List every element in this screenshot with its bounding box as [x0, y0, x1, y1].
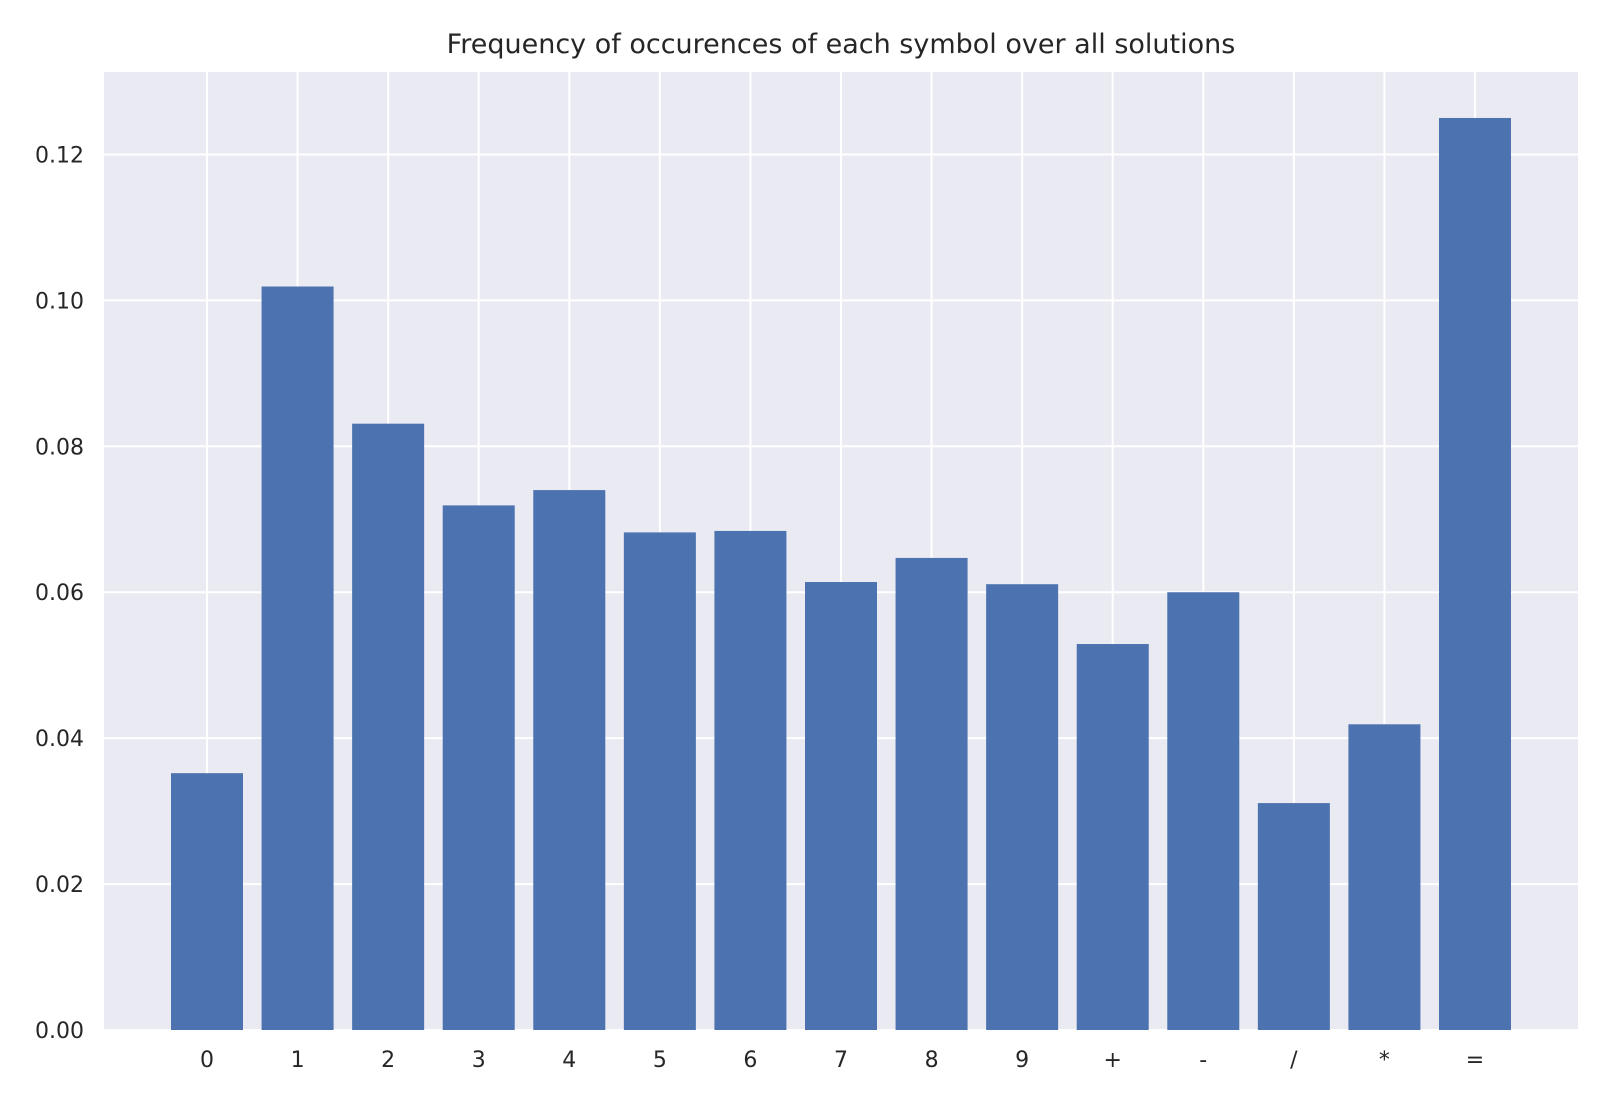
bar-12 — [1257, 803, 1330, 1030]
y-tick-label: 0.10 — [35, 289, 84, 314]
bar-5 — [623, 532, 696, 1030]
bar-13 — [1348, 724, 1421, 1030]
y-axis-tick-labels: 0.00 0.02 0.04 0.06 0.08 0.10 0.12 — [35, 143, 84, 1044]
bar-4 — [533, 490, 606, 1030]
x-tick-label: 7 — [834, 1048, 848, 1073]
x-axis-tick-labels: 0 1 2 3 4 5 6 7 8 9 + - / * = — [200, 1048, 1484, 1073]
y-tick-label: 0.12 — [35, 143, 84, 168]
y-tick-label: 0.06 — [35, 581, 84, 606]
bar-1 — [261, 286, 334, 1031]
x-tick-label: + — [1103, 1048, 1121, 1073]
x-tick-label: 5 — [653, 1048, 667, 1073]
x-tick-label: - — [1199, 1048, 1207, 1073]
x-tick-label: 4 — [562, 1048, 576, 1073]
x-tick-label: / — [1290, 1048, 1298, 1073]
x-tick-label: 3 — [472, 1048, 486, 1073]
chart-title: Frequency of occurences of each symbol o… — [447, 29, 1236, 60]
bars — [171, 117, 1511, 1031]
x-tick-label: 9 — [1015, 1048, 1029, 1073]
x-tick-label: * — [1379, 1048, 1390, 1073]
x-tick-label: 8 — [925, 1048, 939, 1073]
x-tick-label: = — [1466, 1048, 1484, 1073]
y-tick-label: 0.02 — [35, 873, 84, 898]
bar-8 — [895, 557, 968, 1030]
y-tick-label: 0.00 — [35, 1019, 84, 1044]
bar-6 — [714, 530, 787, 1030]
bar-2 — [352, 423, 425, 1030]
bar-14 — [1439, 117, 1511, 1030]
x-tick-label: 1 — [291, 1048, 305, 1073]
bar-3 — [442, 505, 515, 1030]
x-tick-label: 0 — [200, 1048, 214, 1073]
bar-11 — [1167, 592, 1240, 1030]
x-tick-label: 2 — [381, 1048, 395, 1073]
bar-10 — [1076, 644, 1149, 1030]
bar-7 — [805, 582, 877, 1030]
x-tick-label: 6 — [743, 1048, 757, 1073]
y-tick-label: 0.04 — [35, 727, 84, 752]
bar-0 — [171, 773, 243, 1030]
y-tick-label: 0.08 — [35, 435, 84, 460]
bar-9 — [986, 584, 1059, 1030]
